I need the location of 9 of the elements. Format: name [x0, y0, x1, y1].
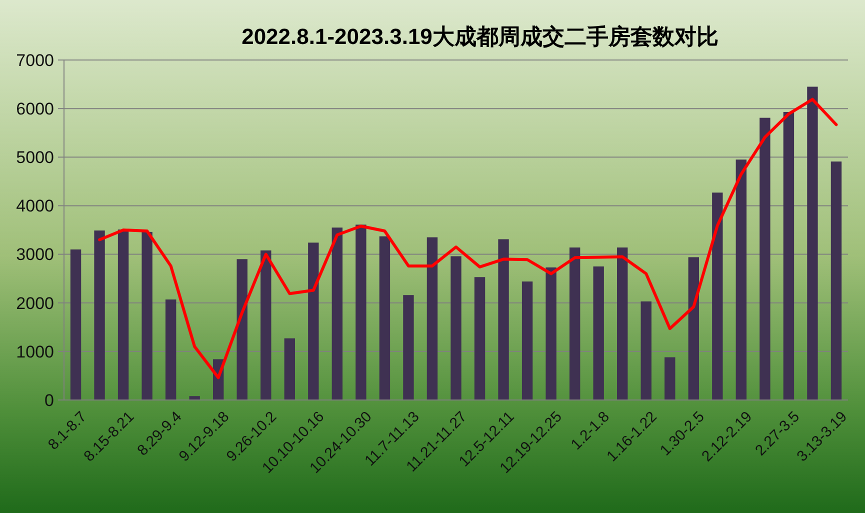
y-tick-label: 3000 [16, 245, 54, 264]
chart-title: 2022.8.1-2023.3.19大成都周成交二手房套数对比 [242, 24, 718, 49]
y-tick-label: 6000 [16, 100, 54, 119]
y-tick-label: 5000 [16, 148, 54, 168]
y-tick-label: 7000 [16, 50, 54, 70]
y-tick-label: 2000 [16, 294, 54, 313]
y-tick-label: 0 [44, 390, 54, 410]
y-tick-label: 1000 [16, 342, 54, 362]
y-tick-label: 4000 [16, 196, 54, 216]
